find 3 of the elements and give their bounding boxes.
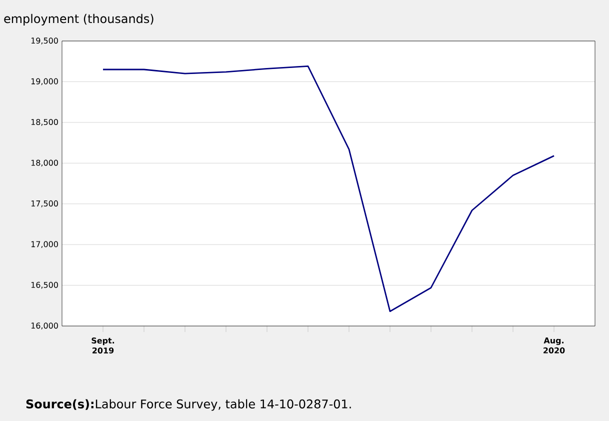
y-axis-title: employment (thousands) <box>4 14 154 26</box>
text: Source(s):Labour Force Survey, table 14-10-0287-01. <box>26 399 351 411</box>
line-series <box>102 66 555 312</box>
